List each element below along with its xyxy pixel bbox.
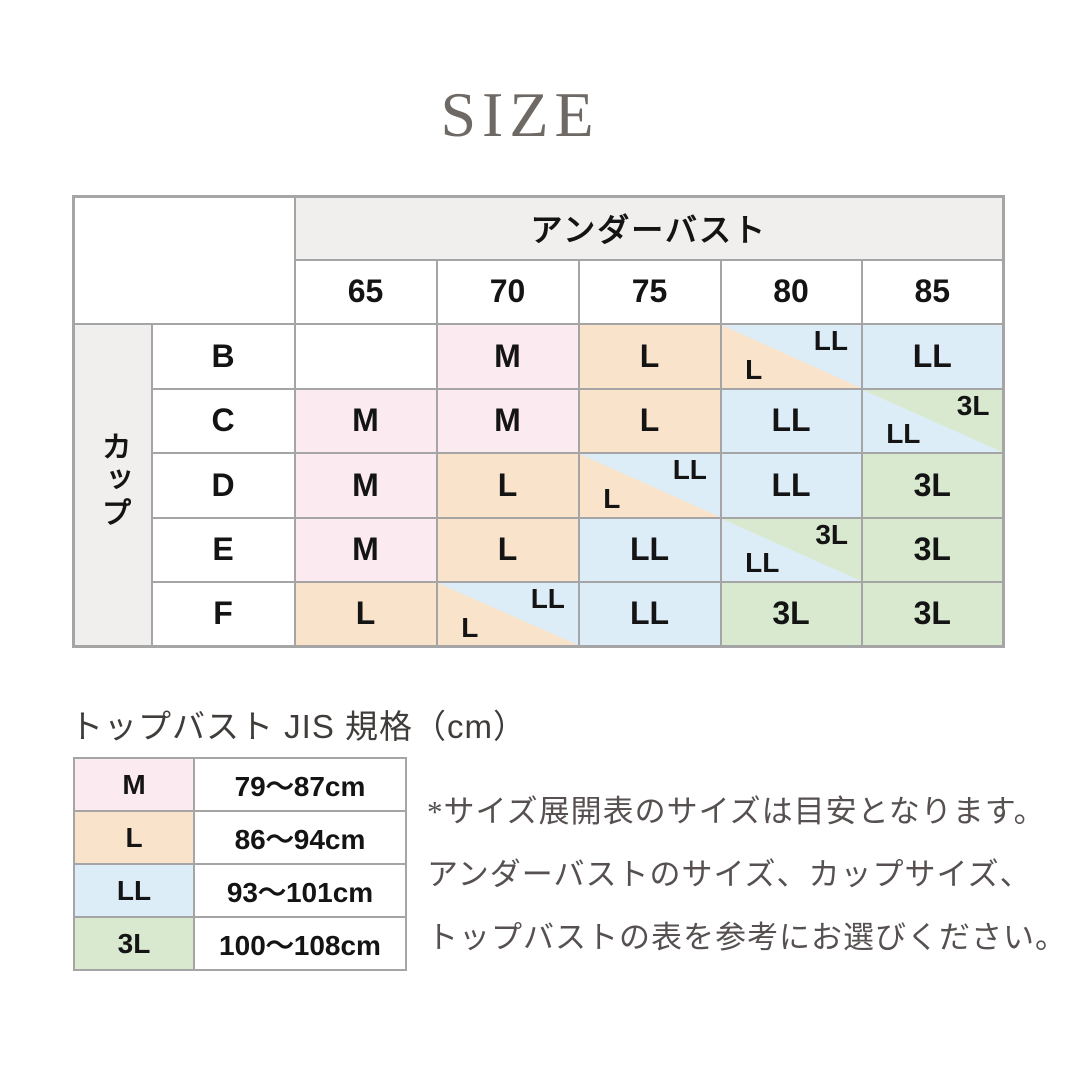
split-high-label: 3L [956,389,990,421]
split-high-label: LL [530,583,565,614]
size-cell-f-75: LL [577,580,722,648]
row-cup-e: E M L LL LL 3L 3L [74,516,1005,583]
cup-letter-e: E [150,516,296,583]
size-cell-e-70: L [435,516,580,583]
underbust-70: 70 [435,258,580,325]
cup-axis-text: カップ [96,431,130,531]
legend-row-ll: LL 93〜101cm [73,863,407,918]
size-cell-d-75: L LL [577,451,722,519]
note-line-3: トップバストの表を参考にお選びください。 [427,920,1067,955]
legend-range-m: 79〜87cm [193,757,407,812]
legend-range-3l: 100〜108cm [193,916,407,971]
size-cell-f-85: 3L [860,580,1005,648]
size-cell-f-80: 3L [719,580,863,648]
page-title: SIZE [440,79,600,150]
cup-letter-f: F [150,580,296,648]
legend-row-m: M 79〜87cm [73,757,407,812]
size-cell-c-75: L [577,387,722,454]
split-high-label: 3L [815,518,848,550]
split-low-label: L [603,483,621,515]
size-cell-b-80: L LL [719,322,863,390]
size-cell-c-70: M [435,387,580,454]
size-cell-c-65: M [293,387,438,454]
row-cup-f: F L L LL LL 3L 3L [74,580,1005,648]
size-cell-e-75: LL [577,516,722,583]
split-low-label: LL [886,418,921,450]
size-cell-d-85: 3L [860,451,1005,519]
size-cell-c-85: LL 3L [860,387,1005,454]
row-cup-d: D M L L LL LL 3L [74,451,1005,519]
underbust-80: 80 [719,258,863,325]
top-bust-legend-table: M 79〜87cm L 86〜94cm LL 93〜101cm 3L 100〜1… [73,757,407,971]
legend-range-l: 86〜94cm [193,810,407,865]
corner-cell [72,195,296,325]
legend-size-l: L [73,810,195,865]
split-low-label: L [745,354,763,386]
legend-row-3l: 3L 100〜108cm [73,916,407,971]
size-note: *サイズ展開表のサイズは目安となります。 アンダーバストのサイズ、カップサイズ、… [427,780,1067,969]
size-cell-f-70: L LL [435,580,580,648]
legend-size-ll: LL [73,863,195,918]
size-cell-c-80: LL [719,387,863,454]
underbust-75: 75 [577,258,722,325]
legend-size-3l: 3L [73,916,195,971]
size-cell-d-70: L [435,451,580,519]
split-low-label: L [461,611,479,643]
split-low-label: LL [745,547,780,579]
legend-title: トップバスト JIS 規格（cm） [70,708,528,745]
cup-letter-c: C [150,387,296,454]
size-matrix-table: アンダーバスト 65 70 75 80 85 カップ B M L L LL LL… [72,195,1005,648]
size-cell-d-65: M [293,451,438,519]
split-high-label: LL [672,454,707,486]
size-cell-e-65: M [293,516,438,583]
size-cell-d-80: LL [719,451,863,519]
underbust-values-row: 65 70 75 80 85 [74,258,1005,325]
legend-size-m: M [73,757,195,812]
legend-row-l: L 86〜94cm [73,810,407,865]
size-cell-b-65 [293,322,438,390]
split-high-label: LL [813,325,848,357]
row-cup-c: C M M L LL LL 3L [74,387,1005,454]
note-line-1: *サイズ展開表のサイズは目安となります。 [427,794,1046,829]
row-cup-b: カップ B M L L LL LL [72,322,1005,648]
legend-range-ll: 93〜101cm [193,863,407,918]
note-line-2: アンダーバストのサイズ、カップサイズ、 [427,857,1032,892]
cup-letter-b: B [150,322,296,390]
size-cell-b-75: L [577,322,722,390]
underbust-85: 85 [860,258,1005,325]
cup-letter-d: D [150,451,296,519]
underbust-header: アンダーバスト [293,195,1005,261]
cup-axis-label: カップ [72,322,153,648]
size-cell-e-85: 3L [860,516,1005,583]
underbust-65: 65 [293,258,438,325]
size-cell-b-70: M [435,322,580,390]
size-cell-e-80: LL 3L [719,516,863,583]
size-cell-b-85: LL [860,322,1005,390]
size-cell-f-65: L [293,580,438,648]
